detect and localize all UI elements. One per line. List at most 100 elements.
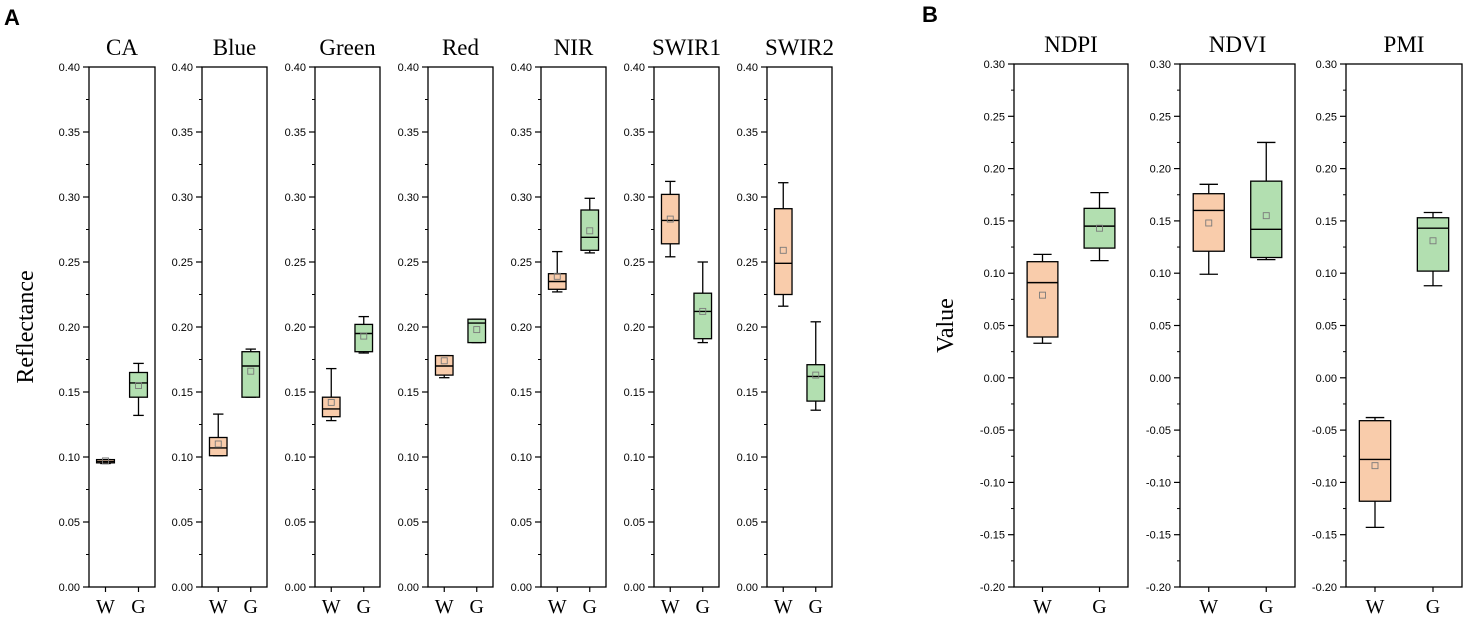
y-tick-label: -0.05	[1312, 425, 1337, 437]
y-tick-label: 0.20	[1150, 164, 1171, 176]
subplot-frame	[1179, 63, 1296, 588]
y-tick-label: 0.05	[984, 321, 1005, 333]
y-tick-label: 0.20	[172, 322, 193, 334]
y-tick-label: 0.20	[511, 322, 532, 334]
y-tick-label: 0.10	[398, 452, 419, 464]
y-tick-label: 0.30	[511, 192, 532, 204]
subplot-title-pmi: PMI	[1384, 32, 1425, 57]
box-g	[693, 292, 713, 340]
y-tick-label: 0.00	[624, 582, 645, 594]
y-tick-label: 0.10	[285, 452, 306, 464]
y-tick-label: 0.00	[984, 373, 1005, 385]
y-tick-label: 0.15	[624, 387, 645, 399]
y-tick-label: -0.05	[1146, 425, 1171, 437]
subplot-frame	[201, 66, 268, 588]
mean-marker-w	[1371, 462, 1379, 470]
y-tick-label: 0.20	[59, 322, 80, 334]
box-g	[354, 323, 374, 353]
y-tick-label: 0.30	[398, 192, 419, 204]
x-tick-label: W	[774, 596, 793, 618]
x-tick-label: W	[661, 596, 680, 618]
box-g	[1250, 180, 1283, 259]
y-tick-label: 0.05	[511, 517, 532, 529]
box-g	[1083, 207, 1116, 249]
y-tick-label: 0.30	[624, 192, 645, 204]
box-g	[467, 318, 487, 344]
y-tick-label: 0.00	[1316, 373, 1337, 385]
y-tick-label: 0.35	[624, 127, 645, 139]
y-tick-label: 0.25	[398, 257, 419, 269]
y-tick-label: 0.00	[285, 582, 306, 594]
x-tick-label: W	[96, 596, 115, 618]
subplot-frame	[88, 66, 156, 588]
y-tick-label: 0.30	[1316, 59, 1337, 71]
y-tick-label: 0.10	[737, 452, 758, 464]
subplot-title-green: Green	[319, 35, 376, 60]
y-tick-label: 0.00	[1150, 373, 1171, 385]
y-tick-label: 0.30	[59, 192, 80, 204]
y-tick-label: 0.35	[285, 127, 306, 139]
y-tick-label: -0.15	[980, 530, 1005, 542]
y-tick-label: 0.05	[1150, 321, 1171, 333]
y-tick-label: 0.05	[172, 517, 193, 529]
x-tick-label: W	[209, 596, 228, 618]
y-tick-label: 0.15	[1150, 216, 1171, 228]
y-tick-label: 0.15	[1316, 216, 1337, 228]
y-tick-label: 0.10	[59, 452, 80, 464]
y-tick-label: 0.40	[285, 62, 306, 74]
y-tick-label: 0.15	[737, 387, 758, 399]
y-tick-label: -0.10	[1312, 477, 1337, 489]
y-tick-label: 0.20	[1316, 164, 1337, 176]
x-tick-label: W	[322, 596, 341, 618]
y-tick-label: 0.15	[511, 387, 532, 399]
y-tick-label: -0.10	[980, 477, 1005, 489]
y-axis-title: Value	[933, 298, 959, 353]
box-g	[1416, 217, 1450, 272]
mean-marker-g	[360, 332, 368, 340]
x-tick-label: G	[1092, 596, 1106, 618]
y-tick-label: 0.20	[737, 322, 758, 334]
subplot-title-swir1: SWIR1	[652, 35, 721, 60]
y-tick-label: 0.30	[984, 59, 1005, 71]
y-tick-label: 0.40	[511, 62, 532, 74]
x-tick-label: G	[1259, 596, 1273, 618]
subplot-title-swir2: SWIR2	[765, 35, 834, 60]
y-tick-label: 0.00	[737, 582, 758, 594]
y-tick-label: -0.10	[1146, 477, 1171, 489]
x-tick-label: G	[244, 596, 258, 618]
mean-marker-w	[214, 440, 222, 448]
y-tick-label: 0.10	[1316, 268, 1337, 280]
subplot-title-blue: Blue	[213, 35, 256, 60]
y-tick-label: 0.25	[1316, 111, 1337, 123]
y-tick-label: 0.25	[984, 111, 1005, 123]
x-tick-label: W	[548, 596, 567, 618]
y-tick-label: -0.05	[980, 425, 1005, 437]
subplot-title-ndpi: NDPI	[1044, 32, 1098, 57]
x-tick-label: W	[1199, 596, 1218, 618]
box-w	[660, 193, 680, 245]
mean-marker-g	[1262, 212, 1270, 220]
y-tick-label: 0.40	[737, 62, 758, 74]
y-tick-label: 0.00	[398, 582, 419, 594]
y-tick-label: 0.20	[624, 322, 645, 334]
panel-label-A: A	[4, 5, 20, 30]
box-w	[1192, 193, 1225, 252]
y-tick-label: 0.15	[285, 387, 306, 399]
y-tick-label: 0.20	[285, 322, 306, 334]
x-tick-label: G	[1426, 596, 1440, 618]
box-g	[128, 371, 149, 398]
y-tick-label: 0.15	[59, 387, 80, 399]
y-tick-label: 0.10	[624, 452, 645, 464]
y-tick-label: 0.15	[172, 387, 193, 399]
y-tick-label: 0.40	[172, 62, 193, 74]
y-tick-label: 0.35	[737, 127, 758, 139]
x-tick-label: W	[1033, 596, 1052, 618]
x-tick-label: G	[696, 596, 710, 618]
panel-label-B: B	[922, 2, 938, 27]
y-tick-label: 0.40	[398, 62, 419, 74]
y-tick-label: 0.40	[59, 62, 80, 74]
subplot-title-ndvi: NDVI	[1209, 32, 1267, 57]
y-tick-label: 0.30	[172, 192, 193, 204]
mean-marker-g	[699, 307, 707, 315]
y-tick-label: 0.05	[1316, 321, 1337, 333]
